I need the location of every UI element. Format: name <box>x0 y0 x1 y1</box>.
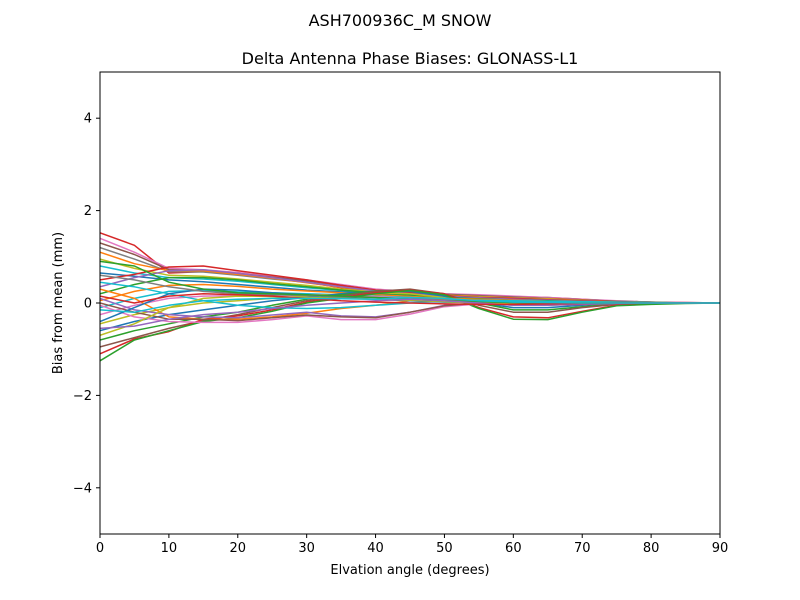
x-tick-label: 20 <box>230 541 247 556</box>
x-tick-label: 30 <box>298 541 315 556</box>
x-tick-label: 0 <box>96 541 104 556</box>
y-tick-label: 0 <box>84 297 92 312</box>
y-axis-label: Bias from mean (mm) <box>51 232 66 374</box>
x-tick-label: 70 <box>574 541 591 556</box>
x-tick-label: 60 <box>505 541 522 556</box>
x-tick-label: 90 <box>712 541 729 556</box>
x-axis-label: Elvation angle (degrees) <box>330 563 489 578</box>
x-tick-label: 80 <box>643 541 660 556</box>
x-tick-label: 50 <box>436 541 453 556</box>
series-layer <box>100 232 720 362</box>
y-tick-label: −4 <box>73 481 92 496</box>
series-line-32 <box>100 296 720 313</box>
x-tick-label: 10 <box>161 541 178 556</box>
y-tick-label: −2 <box>73 389 92 404</box>
figure-suptitle: ASH700936C_M SNOW <box>309 11 492 31</box>
y-tick-label: 4 <box>84 112 92 127</box>
series-line-20 <box>100 289 720 362</box>
x-tick-label: 40 <box>367 541 384 556</box>
x-axis: 0 10 20 30 40 50 60 70 80 90 <box>96 534 728 556</box>
series-line-18 <box>100 288 720 348</box>
chart-title: Delta Antenna Phase Biases: GLONASS-L1 <box>242 49 579 68</box>
y-tick-label: 2 <box>84 204 92 219</box>
y-axis: −4 −2 0 2 4 <box>73 112 100 496</box>
